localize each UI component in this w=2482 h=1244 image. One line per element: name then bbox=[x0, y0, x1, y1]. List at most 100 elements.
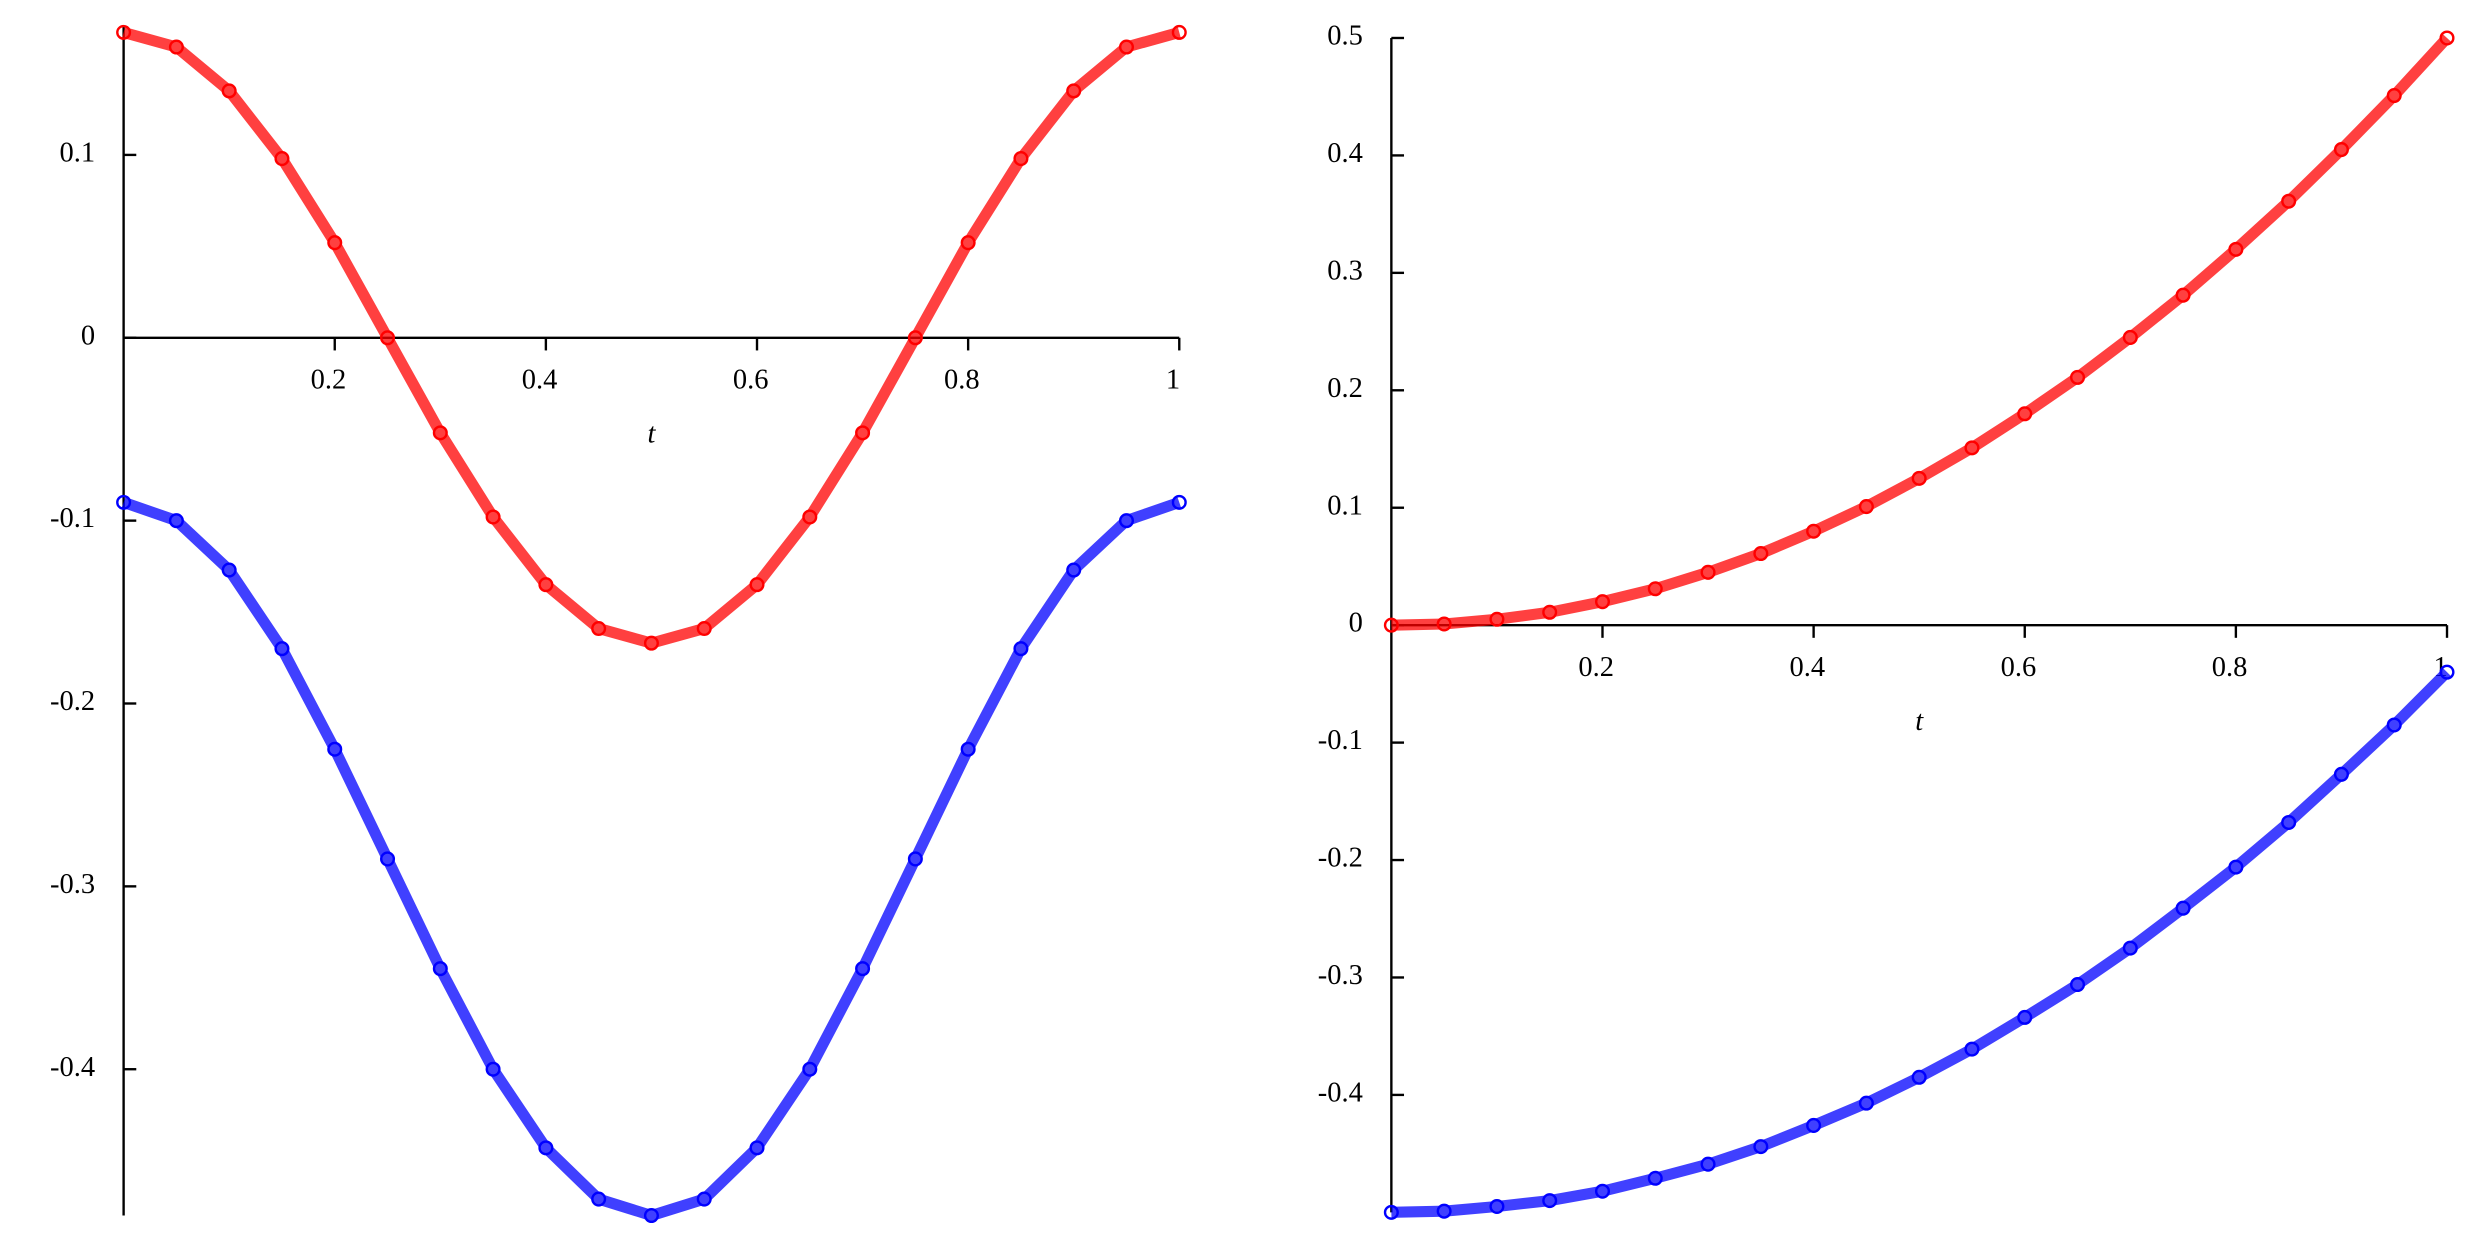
point bbox=[2386, 88, 2402, 104]
x-tick-label: 0.2 bbox=[1578, 652, 1614, 683]
point bbox=[221, 83, 237, 99]
point bbox=[1753, 546, 1769, 562]
point bbox=[749, 1140, 765, 1156]
point bbox=[1911, 470, 1927, 486]
x-tick-label: 0.6 bbox=[733, 365, 769, 396]
point bbox=[643, 1207, 659, 1224]
y-tick-label: -0.1 bbox=[50, 503, 95, 534]
point bbox=[2017, 406, 2033, 422]
point bbox=[538, 1140, 554, 1156]
point bbox=[1013, 151, 1029, 167]
y-tick-label: 0.2 bbox=[1327, 373, 1363, 404]
point bbox=[274, 641, 290, 657]
point bbox=[802, 1061, 818, 1077]
point bbox=[380, 851, 396, 867]
point bbox=[1911, 1069, 1927, 1085]
point bbox=[2175, 900, 2191, 916]
y-tick-label: -0.3 bbox=[1318, 960, 1363, 991]
point bbox=[855, 961, 871, 977]
point bbox=[1383, 1204, 1399, 1220]
x-axis-label: t bbox=[647, 418, 656, 449]
point bbox=[1383, 617, 1399, 633]
x-tick-label: 0.2 bbox=[311, 365, 347, 396]
point bbox=[907, 330, 923, 346]
point bbox=[1647, 1170, 1663, 1186]
point bbox=[2281, 814, 2297, 830]
point bbox=[2439, 30, 2455, 46]
point bbox=[1171, 494, 1187, 510]
y-tick-label: 0.1 bbox=[60, 137, 96, 168]
point bbox=[2333, 766, 2349, 782]
point bbox=[1594, 594, 1611, 610]
point bbox=[591, 621, 607, 637]
point bbox=[1118, 513, 1135, 529]
point bbox=[1171, 24, 1187, 40]
point bbox=[1858, 499, 1874, 515]
point bbox=[1013, 641, 1029, 657]
point bbox=[2281, 193, 2297, 209]
point bbox=[696, 621, 712, 637]
point bbox=[1066, 562, 1082, 578]
point bbox=[116, 24, 132, 40]
point bbox=[2122, 940, 2138, 956]
point bbox=[2070, 977, 2086, 993]
y-tick-label: 0.3 bbox=[1327, 255, 1363, 286]
point bbox=[538, 577, 554, 593]
point bbox=[432, 425, 448, 441]
point bbox=[1542, 604, 1558, 620]
x-tick-label: 0.8 bbox=[944, 365, 980, 396]
point bbox=[1753, 1139, 1769, 1155]
x-tick-label: 0.4 bbox=[522, 365, 558, 396]
point bbox=[274, 151, 290, 167]
point bbox=[1489, 1198, 1505, 1214]
point bbox=[749, 577, 765, 593]
point bbox=[960, 741, 976, 757]
point bbox=[1806, 523, 1822, 539]
point bbox=[855, 425, 871, 441]
point bbox=[1700, 564, 1716, 580]
y-tick-label: 0 bbox=[1349, 608, 1363, 639]
y-tick-label: -0.4 bbox=[50, 1052, 95, 1083]
x-tick-label: 0.6 bbox=[2001, 652, 2037, 683]
point bbox=[1858, 1095, 1874, 1111]
y-tick-label: -0.2 bbox=[50, 686, 95, 717]
point bbox=[1489, 611, 1505, 627]
y-tick-label: -0.3 bbox=[50, 869, 95, 900]
point bbox=[2017, 1009, 2033, 1025]
curve bbox=[121, 497, 1182, 1222]
point bbox=[485, 1061, 501, 1077]
point bbox=[2122, 329, 2138, 345]
y-tick-label: -0.2 bbox=[1318, 843, 1363, 874]
point bbox=[1964, 1041, 1980, 1057]
point bbox=[802, 509, 818, 525]
point bbox=[960, 235, 976, 251]
point bbox=[2333, 142, 2349, 158]
x-tick-label: 0.4 bbox=[1789, 652, 1825, 683]
point bbox=[907, 851, 923, 867]
point bbox=[2175, 287, 2191, 303]
point bbox=[2439, 664, 2455, 680]
point bbox=[591, 1191, 607, 1207]
y-tick-label: -0.1 bbox=[1318, 725, 1363, 756]
curve bbox=[1391, 34, 2452, 631]
point bbox=[1806, 1117, 1822, 1133]
point bbox=[221, 562, 237, 578]
point bbox=[116, 494, 132, 510]
point bbox=[696, 1191, 712, 1207]
point bbox=[1542, 1193, 1558, 1209]
point bbox=[2386, 717, 2402, 733]
x-tick-label: 0.8 bbox=[2212, 652, 2248, 683]
y-tick-label: 0.1 bbox=[1327, 490, 1363, 521]
point bbox=[1964, 440, 1980, 456]
point bbox=[2228, 859, 2244, 875]
y-tick-label: 0.4 bbox=[1327, 138, 1363, 169]
curve bbox=[1391, 668, 2451, 1218]
point bbox=[1700, 1156, 1716, 1172]
point bbox=[327, 235, 343, 251]
point bbox=[1066, 83, 1082, 99]
point bbox=[168, 39, 184, 55]
y-tick-label: -0.4 bbox=[1318, 1077, 1363, 1108]
y-tick-label: 0 bbox=[81, 320, 95, 351]
point bbox=[2228, 241, 2244, 257]
